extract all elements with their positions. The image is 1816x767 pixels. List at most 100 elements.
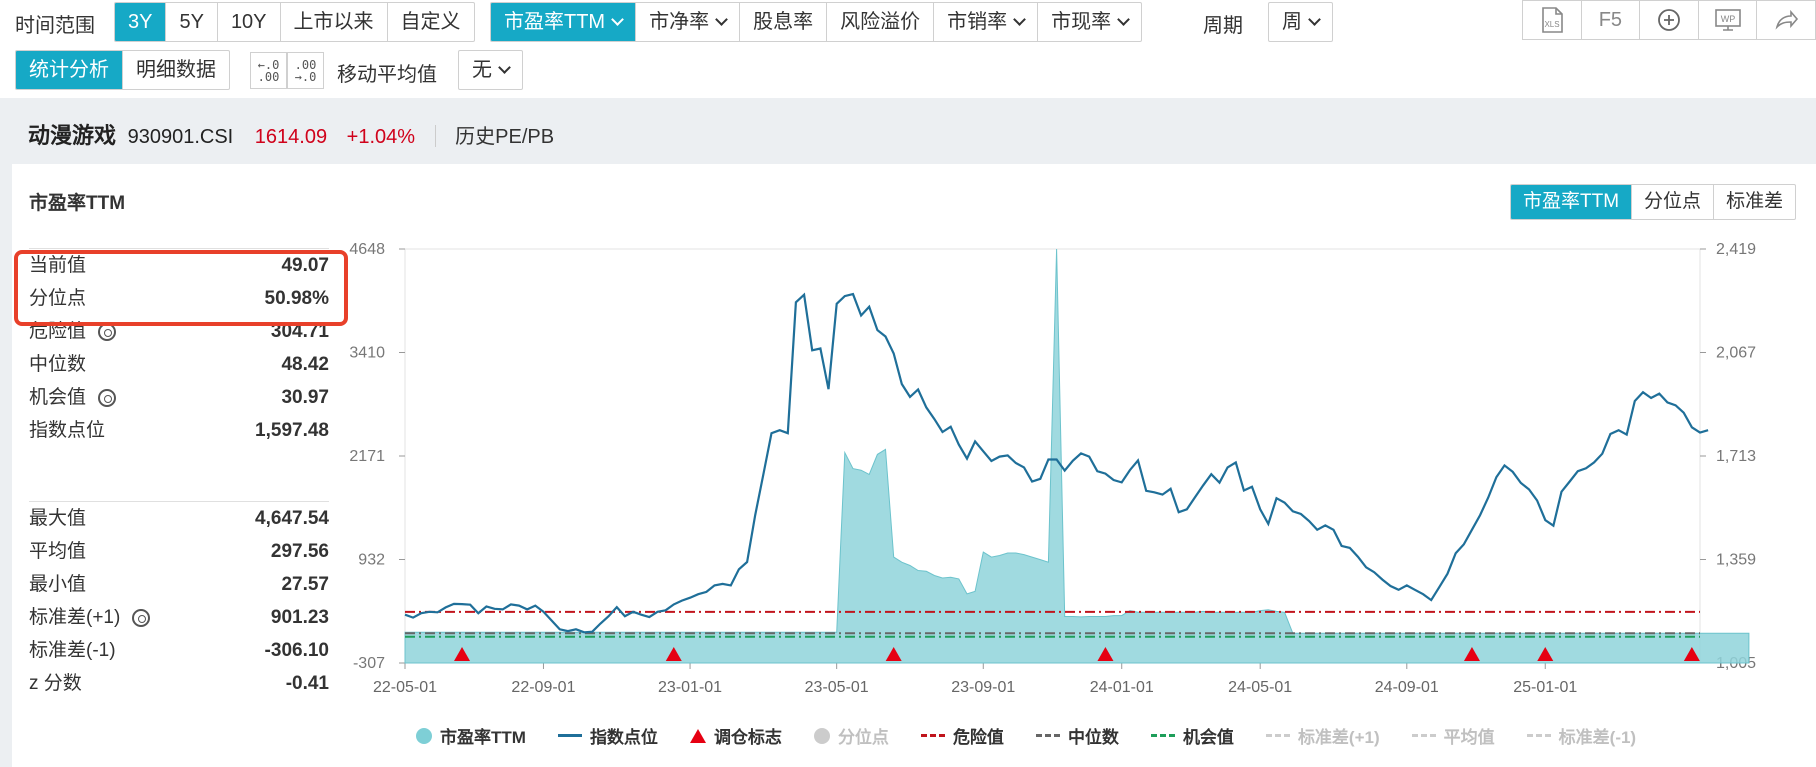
stat-label-text: 指数点位	[29, 420, 106, 441]
metric-group: 市盈率TTM 市净率 股息率 风险溢价 市销率 市现率	[490, 2, 1143, 42]
stat-label-text: 危险值	[29, 321, 87, 342]
chart-mode-button-1[interactable]: 分位点	[1632, 185, 1715, 219]
chevron-down-icon	[1308, 13, 1321, 26]
range-button-3[interactable]: 上市以来	[281, 3, 388, 41]
add-icon[interactable]	[1640, 1, 1699, 39]
metric-button-0[interactable]: 市盈率TTM	[491, 3, 637, 41]
share-icon[interactable]	[1757, 1, 1816, 39]
index-change: +1.04%	[346, 126, 416, 148]
range-button-label: 10Y	[230, 11, 267, 33]
legend-label: 平均值	[1443, 728, 1495, 747]
stat-value: 304.71	[270, 321, 329, 342]
legend-swatch	[1035, 734, 1060, 737]
legend-label: 分位点	[837, 728, 889, 747]
stat-value: 49.07	[281, 255, 329, 276]
chart-mode-button-label: 市盈率TTM	[1523, 191, 1620, 212]
decimal-decrease-icon[interactable]: .00 →.0	[287, 52, 324, 89]
gear-icon[interactable]	[132, 608, 151, 627]
moving-average-select[interactable]: 无	[458, 50, 523, 90]
ma-value: 无	[472, 59, 492, 81]
decimal-increase-icon[interactable]: ←.0.00	[250, 52, 287, 89]
divider	[434, 125, 436, 147]
moving-average-value[interactable]: 无	[459, 51, 522, 89]
legend-label: 指数点位	[589, 728, 658, 747]
index-price: 1614.09	[254, 126, 328, 148]
stat-row: 平均值 297.56	[29, 535, 329, 568]
stat-label-text: 最小值	[29, 574, 87, 595]
stat-label-text: 机会值	[29, 387, 87, 408]
legend-swatch	[813, 727, 830, 744]
stat-label: z 分数	[29, 667, 82, 700]
stat-label-text: 最大值	[29, 508, 87, 529]
toolbar-row-1: 时间范围 3Y 5Y 10Y 上市以来 自定义 市盈率TTM 市净率 股息率 风险溢价 市销率市…	[0, 0, 1816, 46]
legend-label: 机会值	[1182, 728, 1234, 747]
range-button-4[interactable]: 自定义	[388, 3, 474, 41]
legend-swatch	[1150, 734, 1175, 737]
legend-item[interactable]: 危险值	[920, 723, 1004, 748]
legend-label: 危险值	[952, 728, 1004, 747]
gear-icon[interactable]	[98, 388, 117, 407]
xls-text: XLS	[1544, 20, 1559, 29]
range-button-0[interactable]: 3Y	[115, 3, 167, 41]
period-select-value[interactable]: 周	[1269, 3, 1332, 41]
stat-label: 最小值	[29, 568, 86, 601]
stat-label-text: 分位点	[29, 288, 87, 309]
legend-label: 调仓标志	[713, 728, 782, 747]
view-tab-0[interactable]: 统计分析	[16, 51, 123, 89]
xls-export-icon[interactable]: XLS	[1523, 1, 1582, 39]
metric-button-2[interactable]: 股息率	[740, 3, 828, 41]
legend-item[interactable]: 分位点	[813, 723, 889, 748]
stat-row: z 分数 -0.41	[29, 667, 329, 700]
range-button-2[interactable]: 10Y	[218, 3, 281, 41]
stat-value: -0.41	[285, 673, 329, 694]
legend-item[interactable]: 市盈率TTM	[416, 723, 526, 748]
legend-swatch	[920, 734, 945, 737]
stat-value: 297.56	[270, 541, 329, 562]
legend-item[interactable]: 调仓标志	[689, 723, 782, 748]
range-button-label: 上市以来	[293, 11, 374, 33]
f5-refresh-icon[interactable]: F5	[1582, 1, 1641, 39]
metric-button-5[interactable]: 市现率	[1038, 3, 1141, 41]
range-button-1[interactable]: 5Y	[166, 3, 218, 41]
legend-item[interactable]: 中位数	[1035, 723, 1119, 748]
index-name: 动漫游戏	[28, 123, 117, 148]
chart-mode-button-0[interactable]: 市盈率TTM	[1511, 185, 1633, 219]
legend-label: 标准差(-1)	[1558, 728, 1637, 747]
view-tab-label: 统计分析	[29, 59, 109, 81]
stat-row: 中位数 48.42	[29, 348, 329, 381]
metric-button-3[interactable]: 风险溢价	[827, 3, 935, 41]
stat-label: 机会值	[29, 381, 117, 414]
legend-swatch	[557, 734, 582, 737]
legend-item[interactable]: 指数点位	[557, 723, 658, 748]
metric-button-4[interactable]: 市销率	[934, 3, 1039, 41]
legend-item[interactable]: 机会值	[1150, 723, 1234, 748]
stat-row: 机会值 30.97	[29, 381, 329, 414]
action-icon-bar: XLS F5 WP	[1522, 0, 1816, 40]
time-range-label: 时间范围	[15, 15, 95, 37]
metric-button-label: 风险溢价	[840, 11, 921, 33]
chart-mode-button-2[interactable]: 标准差	[1714, 185, 1795, 219]
chart-mode-button-label: 分位点	[1644, 191, 1702, 212]
stat-row: 标准差(-1) -306.10	[29, 634, 329, 667]
period-select[interactable]: 周	[1268, 2, 1333, 42]
legend-label: 标准差(+1)	[1297, 728, 1380, 747]
range-button-label: 3Y	[128, 11, 153, 33]
legend-label: 市盈率TTM	[440, 728, 526, 747]
legend-item[interactable]: 标准差(+1)	[1265, 723, 1380, 748]
index-header: 动漫游戏 930901.CSI 1614.09 +1.04% 历史PE/PB	[28, 118, 554, 150]
stat-label-text: 中位数	[29, 354, 87, 375]
chevron-down-icon	[611, 13, 624, 26]
metric-button-1[interactable]: 市净率	[636, 3, 741, 41]
legend-item[interactable]: 平均值	[1411, 723, 1495, 748]
wp-icon[interactable]: WP	[1699, 1, 1758, 39]
view-tab-1[interactable]: 明细数据	[123, 51, 229, 89]
legend-swatch	[1411, 734, 1436, 737]
stat-value: -306.10	[264, 640, 329, 661]
chevron-down-icon	[1117, 13, 1130, 26]
legend-swatch	[689, 728, 706, 743]
stat-row: 当前值 49.07	[29, 249, 329, 282]
stat-row: 分位点 50.98%	[29, 282, 329, 315]
legend-item[interactable]: 标准差(-1)	[1526, 723, 1637, 748]
period-label: 周期	[1203, 15, 1243, 37]
stat-label-text: 当前值	[29, 255, 87, 276]
